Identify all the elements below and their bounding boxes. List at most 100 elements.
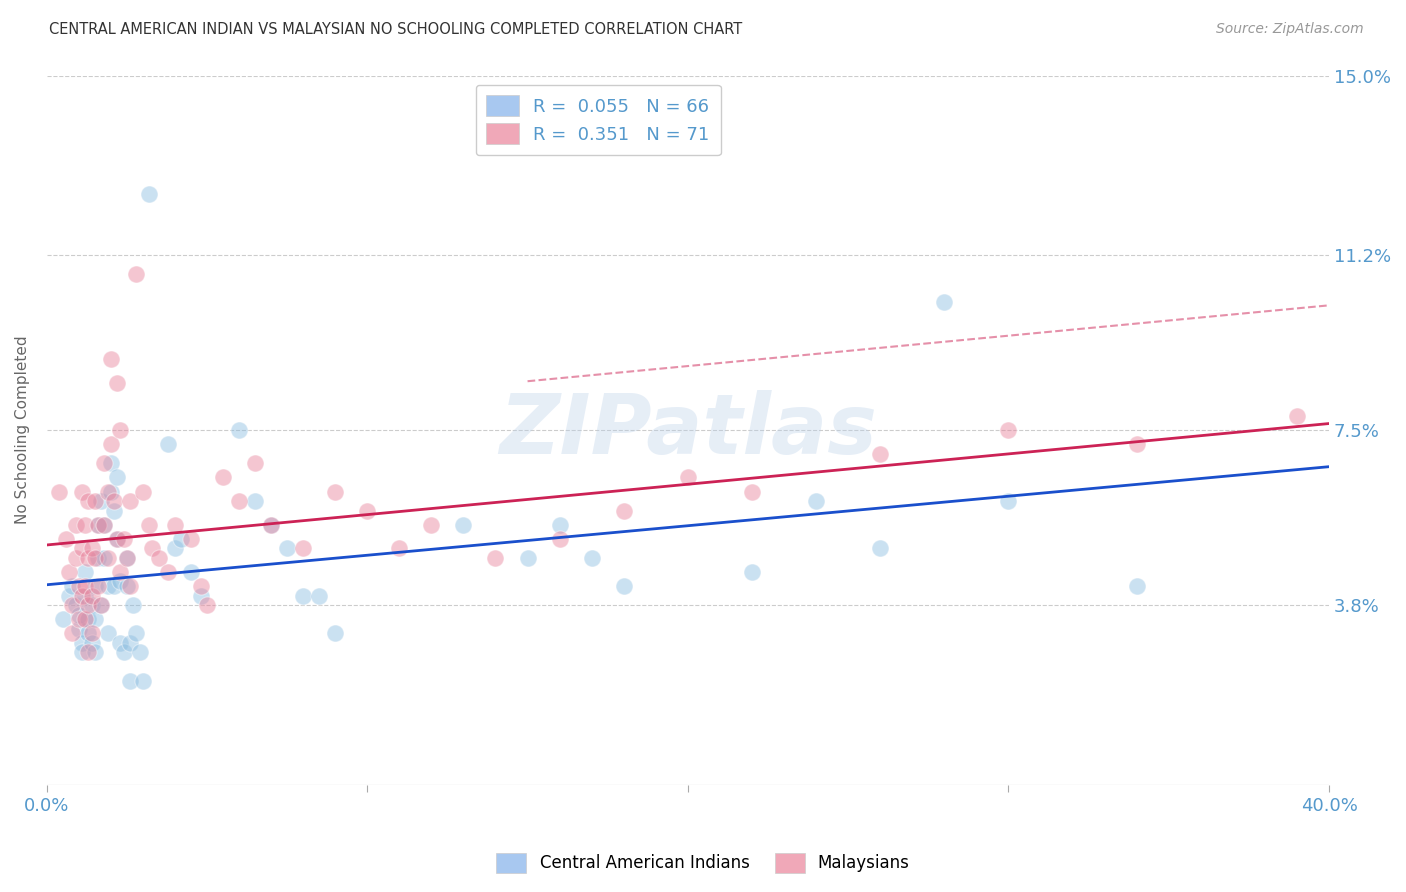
- Point: [804, 494, 827, 508]
- Point: [80, 636, 103, 650]
- Point: [87, 517, 110, 532]
- Point: [103, 503, 125, 517]
- Point: [170, 532, 193, 546]
- Point: [77, 645, 100, 659]
- Point: [77, 612, 100, 626]
- Point: [67, 612, 90, 626]
- Point: [132, 484, 155, 499]
- Point: [122, 598, 145, 612]
- Point: [1285, 409, 1308, 423]
- Point: [75, 565, 97, 579]
- Point: [103, 494, 125, 508]
- Point: [93, 517, 115, 532]
- Point: [105, 532, 128, 546]
- Point: [77, 494, 100, 508]
- Point: [90, 598, 112, 612]
- Point: [65, 598, 87, 612]
- Point: [70, 645, 93, 659]
- Point: [80, 598, 103, 612]
- Point: [115, 579, 138, 593]
- Legend: Central American Indians, Malaysians: Central American Indians, Malaysians: [489, 847, 917, 880]
- Point: [132, 673, 155, 688]
- Point: [87, 579, 110, 593]
- Y-axis label: No Schooling Completed: No Schooling Completed: [15, 335, 30, 524]
- Point: [613, 503, 636, 517]
- Point: [60, 579, 83, 593]
- Point: [484, 550, 506, 565]
- Point: [83, 550, 105, 565]
- Point: [997, 423, 1019, 437]
- Point: [97, 579, 120, 593]
- Point: [195, 598, 218, 612]
- Point: [112, 645, 135, 659]
- Point: [110, 423, 132, 437]
- Point: [180, 565, 202, 579]
- Point: [100, 484, 122, 499]
- Point: [228, 423, 250, 437]
- Point: [997, 494, 1019, 508]
- Point: [77, 598, 100, 612]
- Point: [356, 503, 378, 517]
- Point: [276, 541, 298, 556]
- Point: [115, 550, 138, 565]
- Point: [58, 589, 80, 603]
- Point: [70, 589, 93, 603]
- Point: [100, 437, 122, 451]
- Point: [75, 579, 97, 593]
- Point: [125, 626, 148, 640]
- Point: [118, 579, 141, 593]
- Point: [292, 541, 315, 556]
- Point: [65, 517, 87, 532]
- Point: [323, 626, 346, 640]
- Point: [190, 579, 212, 593]
- Point: [70, 636, 93, 650]
- Point: [87, 517, 110, 532]
- Point: [110, 574, 132, 589]
- Point: [548, 532, 571, 546]
- Point: [83, 645, 105, 659]
- Point: [87, 550, 110, 565]
- Legend: R =  0.055   N = 66, R =  0.351   N = 71: R = 0.055 N = 66, R = 0.351 N = 71: [475, 85, 720, 155]
- Point: [292, 589, 315, 603]
- Point: [80, 589, 103, 603]
- Point: [100, 352, 122, 367]
- Point: [77, 626, 100, 640]
- Text: ZIPatlas: ZIPatlas: [499, 390, 877, 471]
- Point: [77, 550, 100, 565]
- Point: [190, 589, 212, 603]
- Point: [110, 565, 132, 579]
- Point: [548, 517, 571, 532]
- Point: [613, 579, 636, 593]
- Point: [180, 532, 202, 546]
- Point: [388, 541, 411, 556]
- Point: [90, 494, 112, 508]
- Point: [80, 541, 103, 556]
- Point: [118, 636, 141, 650]
- Point: [75, 612, 97, 626]
- Point: [93, 550, 115, 565]
- Point: [118, 494, 141, 508]
- Point: [112, 532, 135, 546]
- Point: [243, 456, 266, 470]
- Point: [934, 295, 956, 310]
- Point: [138, 186, 160, 201]
- Point: [60, 598, 83, 612]
- Point: [323, 484, 346, 499]
- Point: [228, 494, 250, 508]
- Point: [58, 565, 80, 579]
- Point: [260, 517, 283, 532]
- Point: [138, 517, 160, 532]
- Point: [141, 541, 163, 556]
- Point: [1125, 579, 1147, 593]
- Point: [676, 470, 699, 484]
- Point: [67, 579, 90, 593]
- Point: [118, 673, 141, 688]
- Point: [67, 622, 90, 636]
- Point: [105, 376, 128, 390]
- Point: [83, 494, 105, 508]
- Point: [420, 517, 443, 532]
- Point: [75, 517, 97, 532]
- Point: [453, 517, 475, 532]
- Point: [80, 626, 103, 640]
- Point: [60, 626, 83, 640]
